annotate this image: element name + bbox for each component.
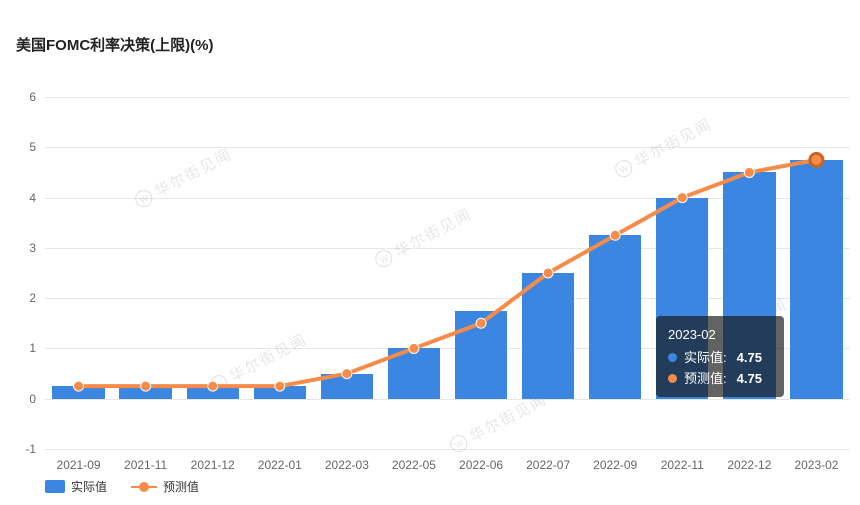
point-2022-07[interactable]: [542, 267, 554, 279]
point-2022-11[interactable]: [676, 192, 688, 204]
forecast-line-layer: [73, 151, 825, 392]
bar-2021-11[interactable]: [119, 386, 172, 399]
legend-bar-icon: [45, 480, 65, 493]
tooltip: 2023-02 实际值: 4.75 预测值: 4.75: [656, 316, 784, 397]
gridline: [45, 247, 850, 249]
point-2022-01[interactable]: [274, 380, 286, 392]
chart-title: 美国FOMC利率决策(上限)(%): [16, 37, 214, 54]
point-2021-11[interactable]: [140, 380, 152, 392]
tooltip-series-dot-icon: [668, 374, 677, 383]
x-axis-tick: 2021-09: [56, 458, 101, 472]
x-axis-tick: 2022-11: [660, 458, 704, 472]
x-axis-tick: 2023-02: [794, 458, 839, 472]
bar-2022-07[interactable]: [521, 273, 575, 399]
x-axis-tick: 2022-12: [727, 458, 772, 472]
tooltip-label: 实际值:: [684, 350, 727, 365]
gridline: [45, 449, 850, 450]
gridline: [45, 197, 850, 199]
x-axis-tick: 2022-07: [526, 458, 571, 472]
x-axis-tick: 2022-06: [459, 458, 504, 472]
bar-2021-09[interactable]: [52, 386, 105, 399]
x-axis-tick: 2022-01: [257, 458, 302, 472]
y-axis-tick: 6: [29, 90, 36, 104]
y-axis-tick: -1: [25, 442, 36, 456]
legend-label: 预测值: [163, 480, 200, 494]
x-axis-tick: 2021-12: [190, 458, 235, 472]
y-axis-tick: 5: [29, 140, 36, 155]
point-2022-05[interactable]: [408, 342, 420, 354]
tooltip-value: 4.75: [736, 350, 762, 365]
x-axis-tick: 2022-03: [324, 458, 369, 472]
tooltip-row: 预测值: 4.75: [668, 368, 772, 389]
gridline: [45, 147, 850, 149]
point-2022-12[interactable]: [743, 166, 755, 178]
point-2021-12[interactable]: [207, 380, 219, 392]
tooltip-row: 实际值: 4.75: [668, 347, 772, 368]
legend-line-icon: [131, 480, 158, 493]
gridline: [45, 398, 850, 400]
tooltip-title: 2023-02: [668, 327, 716, 342]
bar-2022-09[interactable]: [589, 235, 642, 399]
gridline: [45, 298, 850, 300]
bar-2023-02[interactable]: [790, 159, 843, 399]
tooltip-rows: 实际值: 4.75 预测值: 4.75: [668, 347, 772, 389]
x-axis-tick: 2022-09: [593, 458, 638, 472]
legend-item-预测值[interactable]: 预测值: [131, 478, 199, 495]
y-axis-tick: 1: [29, 341, 36, 356]
forecast-line: [76, 157, 819, 389]
point-2023-02[interactable]: [808, 151, 825, 168]
legend: 实际值 预测值: [45, 478, 199, 495]
tooltip-value: 4.75: [736, 371, 762, 386]
point-2022-09[interactable]: [609, 229, 621, 241]
bar-2021-12[interactable]: [186, 386, 239, 399]
x-axis-tick: 2022-05: [391, 458, 436, 472]
y-axis-tick: 4: [29, 190, 36, 205]
y-axis-tick: 3: [29, 240, 36, 255]
y-axis-tick: 2: [29, 291, 36, 306]
legend-item-实际值[interactable]: 实际值: [45, 478, 107, 495]
gridline: [45, 97, 850, 98]
x-axis-tick: 2021-11: [124, 458, 168, 472]
legend-label: 实际值: [71, 480, 108, 494]
point-2021-09[interactable]: [73, 380, 85, 392]
bar-2022-01[interactable]: [253, 386, 306, 399]
tooltip-series-dot-icon: [668, 353, 677, 362]
gridline: [45, 348, 850, 350]
point-2022-03[interactable]: [341, 368, 353, 380]
point-2022-06[interactable]: [475, 317, 487, 329]
tooltip-label: 预测值:: [684, 371, 727, 386]
y-axis-tick: 0: [29, 391, 36, 406]
